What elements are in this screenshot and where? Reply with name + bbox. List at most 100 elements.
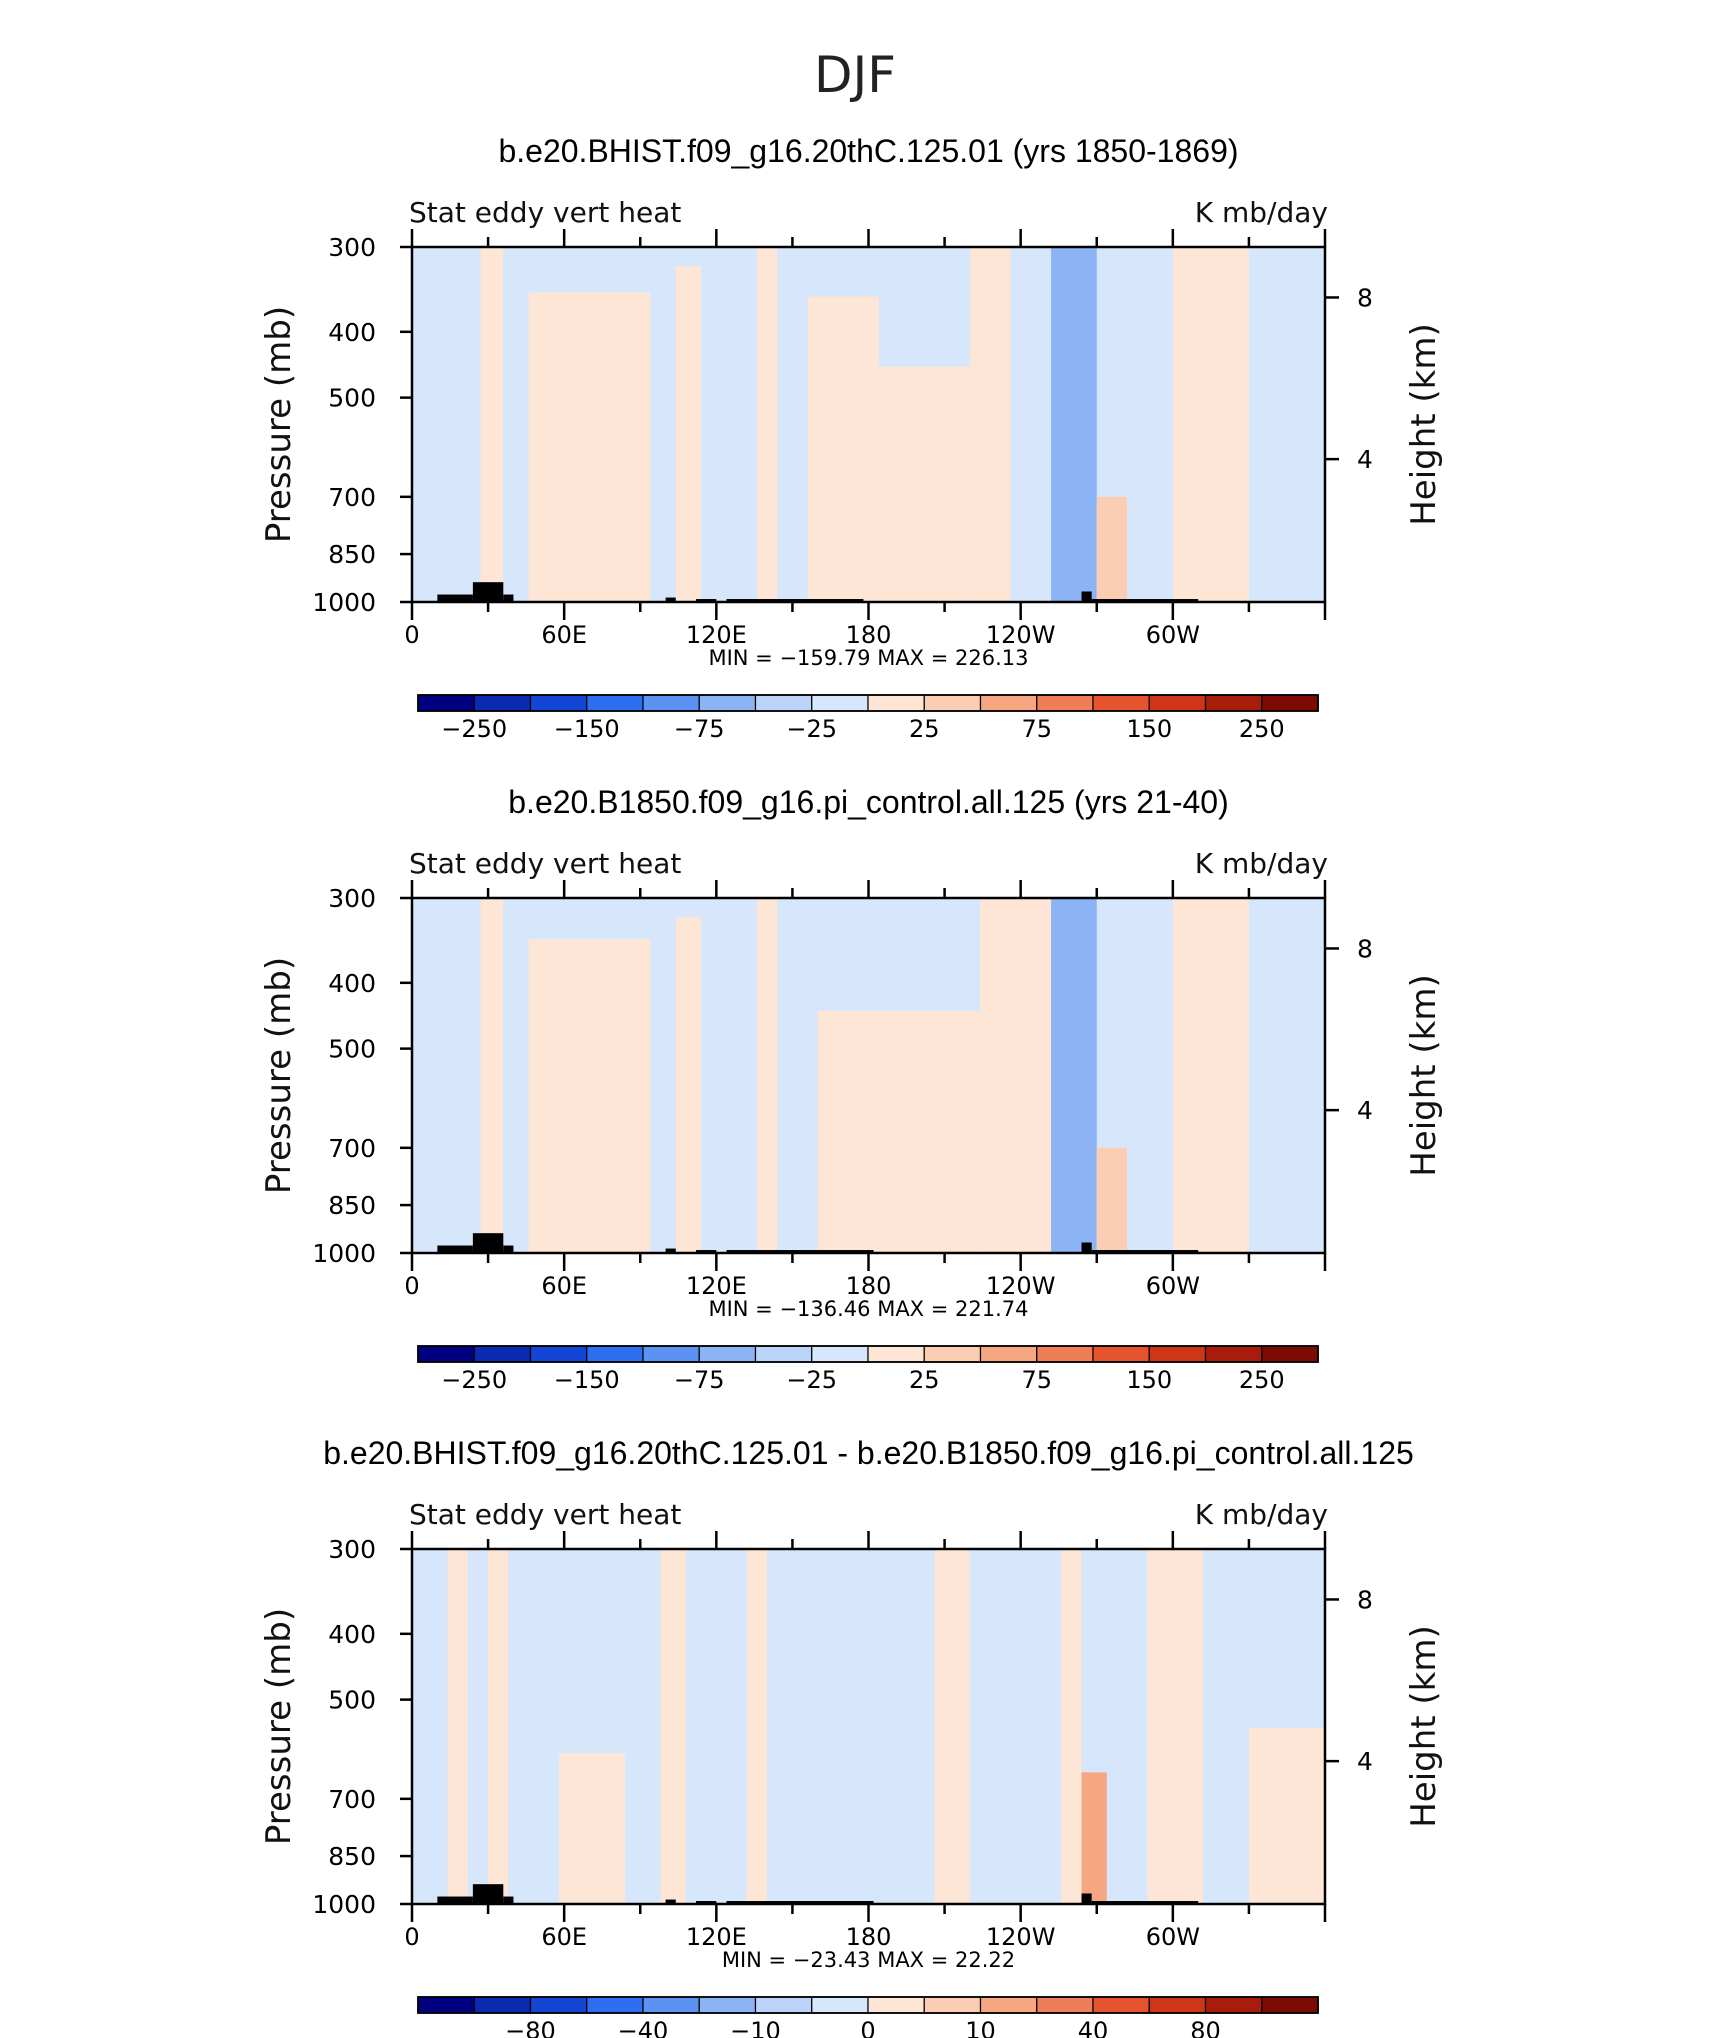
field-band (1127, 247, 1173, 602)
colorbar-label: −25 (786, 1366, 837, 1394)
y-axis-label: Pressure (mb) (259, 1608, 299, 1845)
colorbar-box (754, 694, 813, 712)
right-tick-label: 4 (1357, 1096, 1373, 1125)
y-tick-label: 500 (328, 1686, 376, 1715)
colorbar-label: 80 (1190, 2017, 1221, 2038)
x-tick-label: 0 (404, 1272, 419, 1300)
colorbar-label: 25 (909, 715, 940, 743)
x-tick-label: 0 (404, 621, 419, 649)
colorbar-label: −75 (674, 715, 725, 743)
colorbar-box (1036, 694, 1094, 712)
field-band (480, 898, 504, 1253)
colorbar-label: 0 (860, 2017, 875, 2038)
y-tick-label: 850 (328, 540, 376, 569)
colorbar-box (811, 694, 869, 712)
colorbar-box (1092, 694, 1150, 712)
colorbar-label: 25 (909, 1366, 940, 1394)
topography-mask (1091, 1901, 1199, 1904)
field-band (807, 296, 879, 602)
right-tick-label: 4 (1357, 445, 1373, 474)
topography-mask (472, 582, 504, 602)
colorbar-box (1261, 1996, 1319, 2014)
colorbar-label: −40 (618, 2017, 669, 2038)
x-tick-label: 120W (986, 1923, 1056, 1951)
colorbar-box (529, 694, 588, 712)
x-tick-label: 60W (1146, 1272, 1200, 1300)
topography-mask (696, 599, 717, 602)
chart-panel-2: b.e20.B1850.f09_g16.pi_control.all.125 (… (259, 784, 1444, 1394)
colorbar-frame (417, 694, 1319, 712)
field-band (503, 898, 529, 1253)
field-band (467, 1549, 489, 1904)
field-band (969, 247, 1011, 602)
field-band (1061, 1549, 1082, 1904)
field-band (412, 247, 463, 602)
y-tick-label: 300 (328, 1535, 376, 1564)
field-band (488, 1549, 509, 1904)
x-tick-label: 120E (686, 1272, 747, 1300)
field-band (559, 1753, 626, 1904)
topography-mask (665, 597, 676, 602)
y-tick-label: 700 (328, 1134, 376, 1163)
colorbar-box (417, 694, 475, 712)
field-band (1127, 898, 1173, 1253)
field-band (528, 939, 651, 1253)
colorbar-box (1204, 694, 1263, 712)
colorbar-box (754, 1345, 813, 1363)
colorbar-box (586, 694, 644, 712)
y-tick-label: 300 (328, 884, 376, 913)
colorbar-box (586, 1345, 644, 1363)
topography-mask (726, 1250, 874, 1253)
colorbar-box (923, 1996, 982, 2014)
panel-units: K mb/day (1195, 196, 1328, 229)
colorbar-box (1261, 1345, 1319, 1363)
field-band (508, 1549, 560, 1904)
field-band (650, 247, 676, 602)
colorbar-box (586, 1996, 644, 2014)
field-band (817, 1010, 981, 1253)
colorbar-box (1092, 1996, 1150, 2014)
colorbar-frame (417, 1996, 1319, 2014)
colorbar-box (642, 1345, 700, 1363)
x-tick-label: 60E (541, 621, 587, 649)
panel-title: b.e20.BHIST.f09_g16.20thC.125.01 (yrs 18… (498, 133, 1238, 169)
chart-panel-1: b.e20.BHIST.f09_g16.20thC.125.01 (yrs 18… (259, 133, 1444, 743)
field-band (625, 1549, 661, 1904)
colorbar-label: 40 (1078, 2017, 1109, 2038)
colorbar-box (923, 1345, 982, 1363)
colorbar-label: −150 (554, 1366, 620, 1394)
x-tick-label: 60E (541, 1272, 587, 1300)
colorbar-box (1204, 1345, 1263, 1363)
field-band (701, 247, 757, 602)
colorbar-label: 250 (1239, 715, 1285, 743)
field-band (878, 366, 970, 602)
colorbar-box (1261, 694, 1319, 712)
field-band (756, 247, 778, 602)
topography-mask (665, 1248, 676, 1253)
colorbar-box (642, 694, 700, 712)
y-axis-label: Pressure (mb) (259, 306, 299, 543)
y-tick-label: 1000 (312, 1239, 376, 1268)
colorbar-label: −10 (730, 2017, 781, 2038)
field-band (480, 247, 504, 602)
y-tick-label: 850 (328, 1842, 376, 1871)
right-tick-label: 8 (1357, 1585, 1373, 1614)
y-tick-label: 300 (328, 233, 376, 262)
x-tick-label: 60E (541, 1923, 587, 1951)
field-band (1248, 898, 1325, 1253)
x-tick-label: 180 (846, 1923, 892, 1951)
field-band (1172, 898, 1249, 1253)
colorbar-label: 10 (965, 2017, 996, 2038)
field-band (777, 247, 808, 602)
field-band (1172, 247, 1249, 602)
field-band (701, 898, 757, 1253)
x-tick-label: 120W (986, 1272, 1056, 1300)
topography-mask (1081, 591, 1092, 602)
panel-title: b.e20.B1850.f09_g16.pi_control.all.125 (… (508, 784, 1228, 820)
panel-subtitle-left: Stat eddy vert heat (409, 1498, 681, 1531)
colorbar-box (1148, 1345, 1207, 1363)
field-band (1051, 898, 1097, 1253)
field-band (1203, 1549, 1249, 1904)
topography-mask (726, 599, 864, 602)
